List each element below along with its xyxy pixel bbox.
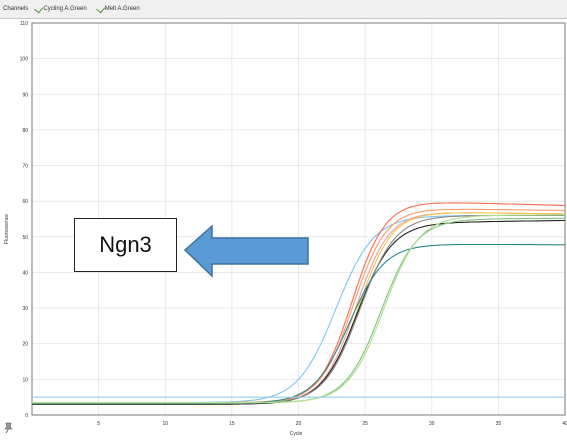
chart-svg: 10 20 30 40 50 60 70 80 90 100 110 0 5 10 15 20 25 30 35 4… <box>4 21 567 437</box>
y-tick-label: 80 <box>22 128 28 134</box>
x-tick-label: 5 <box>97 421 100 427</box>
y-tick-label: 90 <box>22 92 28 98</box>
tab-label: Melt A.Green <box>104 6 140 12</box>
x-tick-label: 25 <box>362 421 368 427</box>
y-tick-label: 100 <box>20 57 29 63</box>
x-tick-label: 20 <box>296 421 302 427</box>
y-tick-label: 50 <box>22 235 28 241</box>
tab-melt-a-green[interactable]: Melt A.Green <box>94 3 143 14</box>
y-tick-label: 20 <box>22 342 28 348</box>
plot-frame <box>31 22 566 416</box>
series-lines <box>32 202 566 405</box>
tab-label: Cycling A.Green <box>43 6 87 12</box>
pin-icon[interactable] <box>3 421 15 433</box>
y-tick-label: 40 <box>22 270 28 276</box>
channels-label: Channels <box>3 6 29 12</box>
y-tick-label: 110 <box>20 21 28 27</box>
gene-annotation-label: Ngn3 <box>99 232 152 257</box>
check-icon <box>95 3 105 13</box>
x-tick-label: 40 <box>562 421 567 427</box>
y-tick-label: 30 <box>22 306 28 312</box>
left-arrow-shape <box>183 224 309 278</box>
y-tick-label: 60 <box>22 199 28 205</box>
x-tick-label: 15 <box>229 421 235 427</box>
grid-lines <box>32 22 566 415</box>
y-tick-label: 10 <box>22 377 28 383</box>
check-icon <box>34 3 44 13</box>
x-tick-label: 10 <box>162 421 168 427</box>
y-tick-label: 70 <box>22 164 28 170</box>
amplification-chart: 10 20 30 40 50 60 70 80 90 100 110 0 5 10 15 20 25 30 35 4… <box>0 19 567 439</box>
y-tick-label: 0 <box>25 413 28 419</box>
x-tick-label: 35 <box>496 421 502 427</box>
y-axis-label: Fluorescence <box>4 214 10 244</box>
series-line <box>32 214 565 404</box>
y-tick-labels: 10 20 30 40 50 60 70 80 90 100 110 0 <box>20 21 29 419</box>
channels-toolbar: Channels Cycling A.Green Melt A.Green <box>0 0 567 19</box>
tab-cycling-a-green[interactable]: Cycling A.Green <box>32 3 89 14</box>
x-axis-label: Cycle <box>290 431 303 437</box>
x-tick-labels: 5 10 15 20 25 30 35 40 <box>97 421 567 427</box>
x-tick-label: 30 <box>429 421 435 427</box>
gene-annotation-box: Ngn3 <box>74 218 177 272</box>
